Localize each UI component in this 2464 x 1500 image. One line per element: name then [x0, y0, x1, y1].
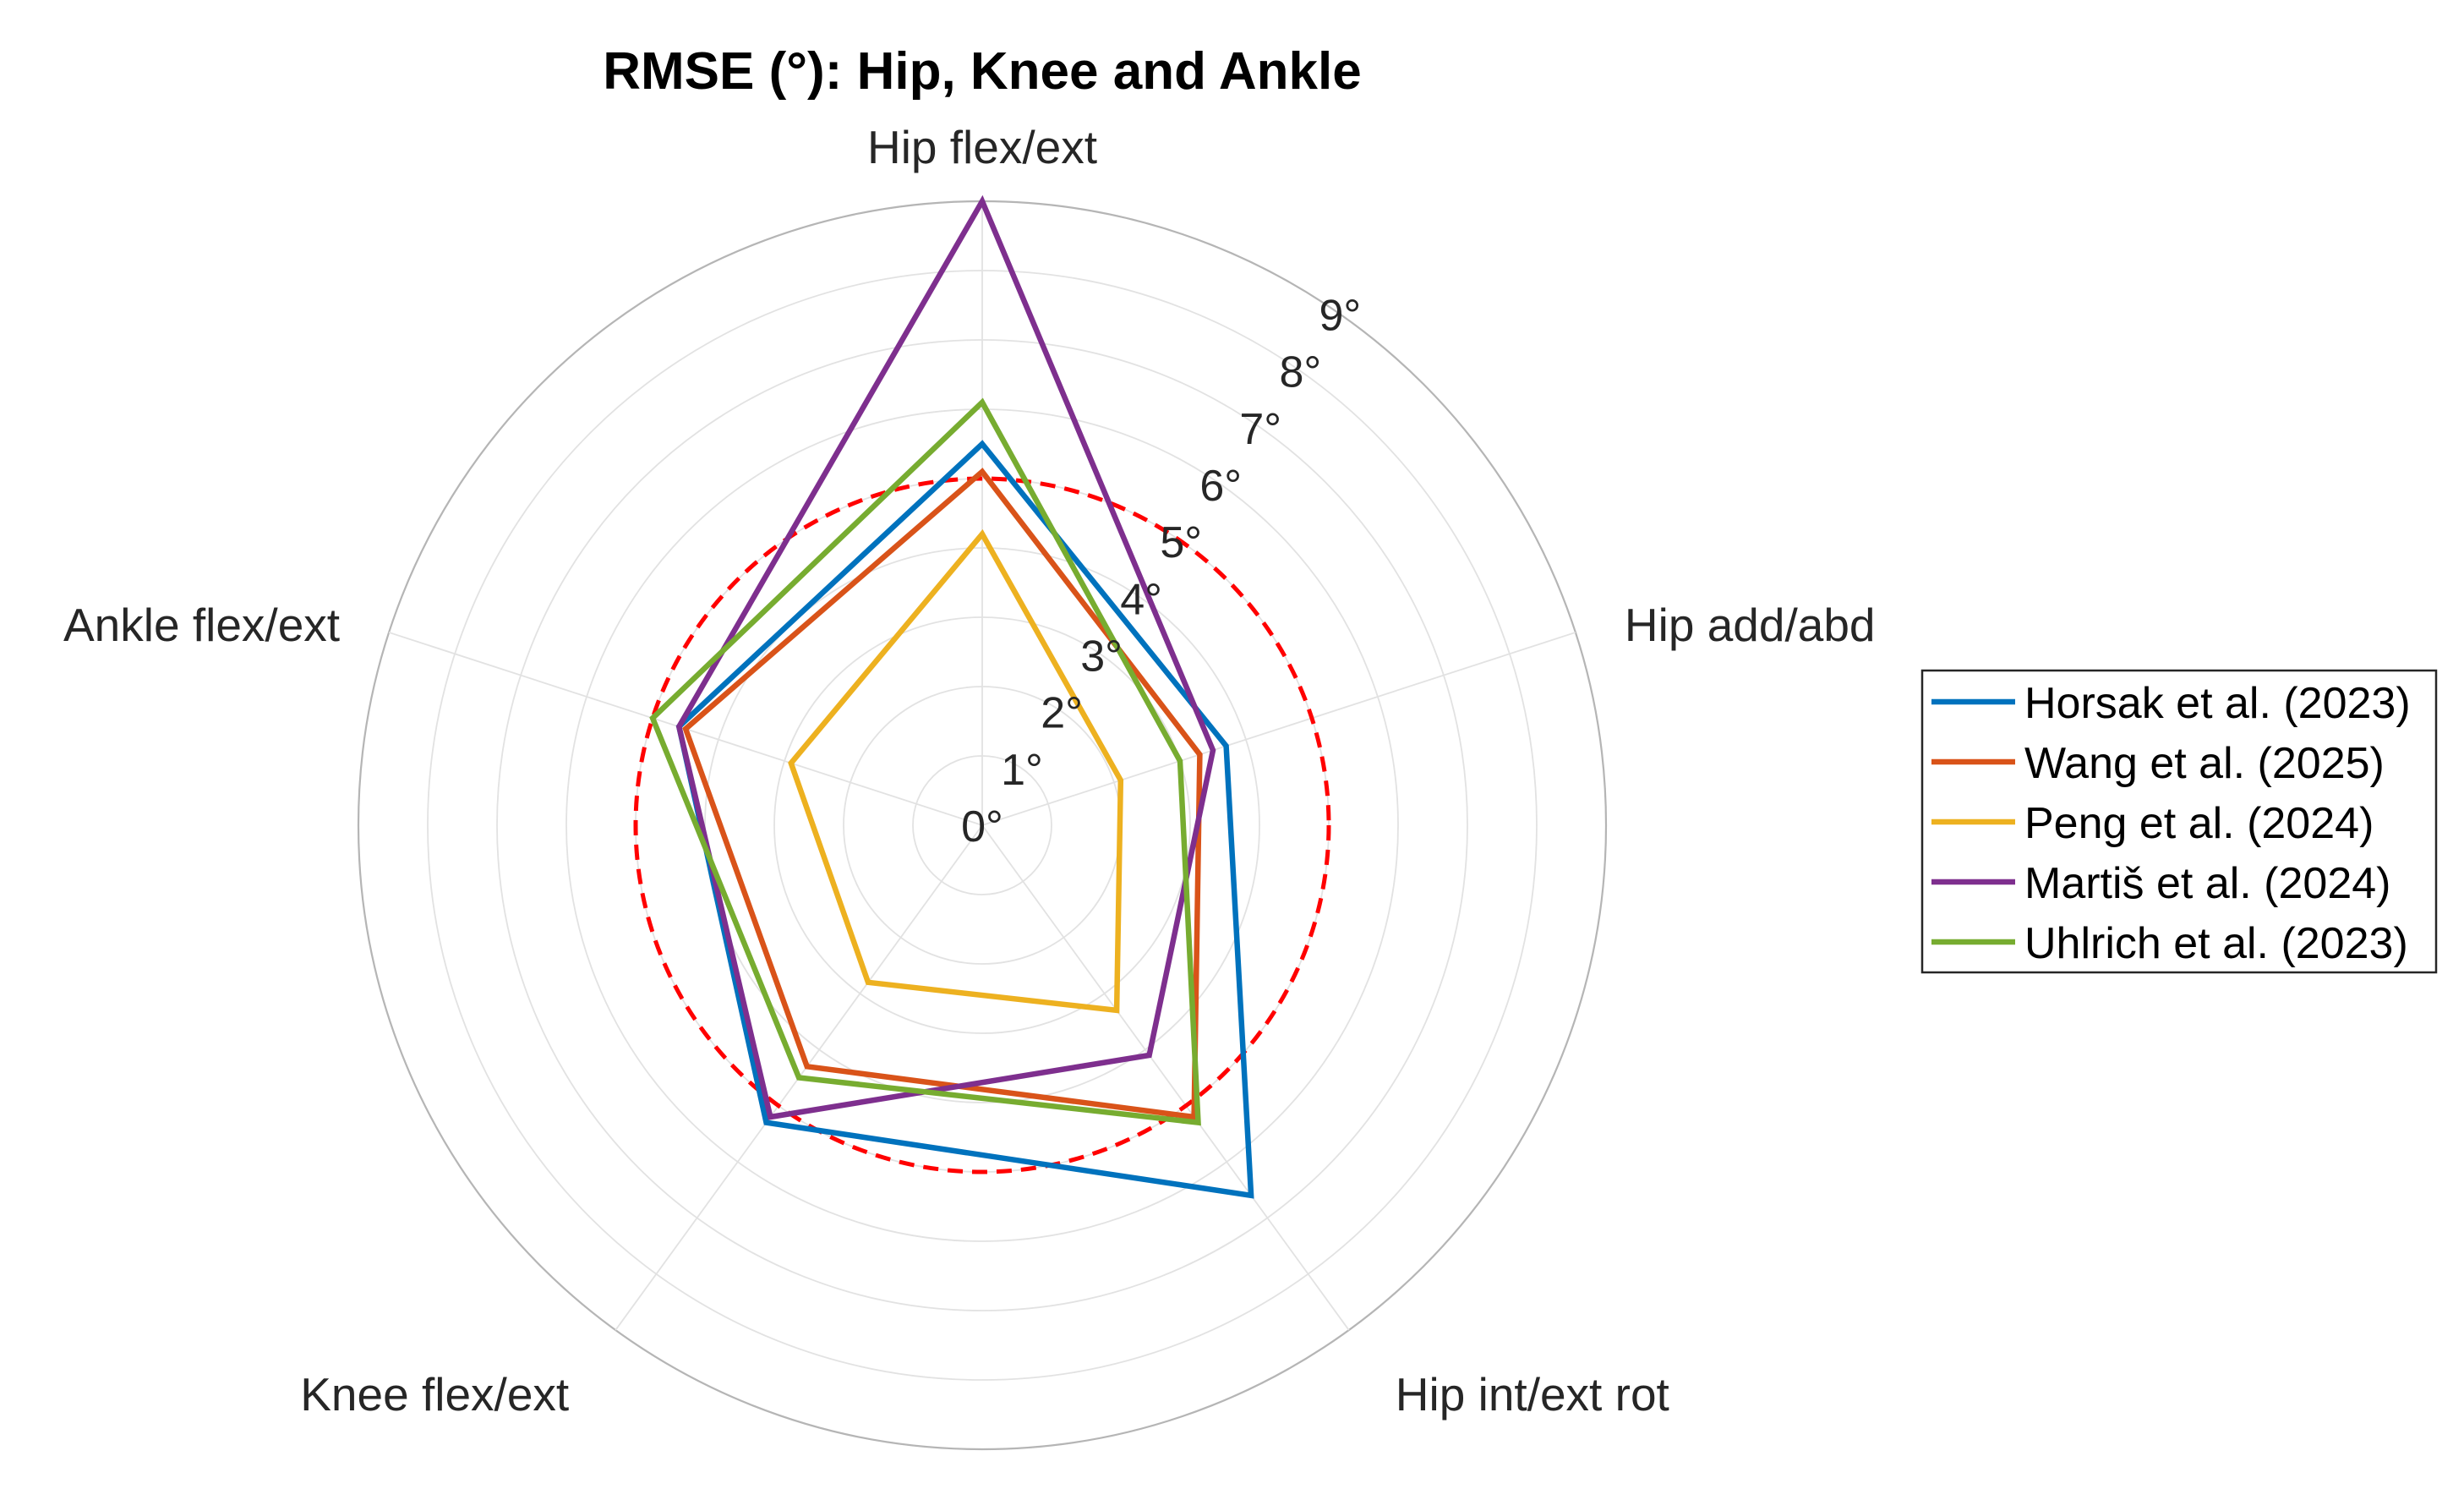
axis-label-2: Hip int/ext rot [1396, 1368, 1669, 1421]
series-line-1 [682, 468, 1203, 1120]
legend-label-2: Peng et al. (2024) [2024, 799, 2374, 848]
series-line-3 [675, 194, 1216, 1120]
series-line-4 [649, 397, 1201, 1126]
legend-label-1: Wang et al. (2025) [2024, 739, 2385, 788]
radial-tick-1: 1° [1001, 746, 1043, 795]
threshold-layer [633, 476, 1331, 1174]
radial-tick-4: 4° [1120, 575, 1162, 624]
radial-tick-2: 2° [1041, 689, 1083, 738]
series-line-0 [675, 440, 1254, 1199]
radial-tick-5: 5° [1160, 518, 1202, 567]
series-layer [649, 194, 1254, 1199]
axis-labels: Hip flex/ext Hip add/abd Hip int/ext rot Kn… [63, 121, 1876, 1421]
chart-title: RMSE (°): Hip, Knee and Ankle [603, 42, 1361, 101]
threshold-circle [633, 476, 1331, 1174]
legend-label-4: Uhlrich et al. (2023) [2024, 919, 2408, 968]
legend: Horsak et al. (2023) Wang et al. (2025) Pe… [1920, 669, 2438, 974]
radial-tick-3: 3° [1080, 632, 1123, 682]
legend-label-0: Horsak et al. (2023) [2024, 679, 2411, 728]
axis-label-1: Hip add/abd [1625, 599, 1876, 651]
axis-label-3: Knee flex/ext [300, 1368, 569, 1421]
radial-tick-6: 6° [1199, 462, 1242, 511]
axis-label-0: Hip flex/ext [867, 121, 1097, 173]
spoke-2 [981, 824, 1350, 1331]
radial-tick-9: 9° [1319, 292, 1361, 341]
spoke-1 [981, 632, 1576, 826]
radial-tick-0: 0° [961, 802, 1003, 851]
radial-tick-labels: 0° 1° 2° 3° 4° 5° 6° 7° 8° 9° [961, 292, 1361, 852]
legend-label-3: Martiš et al. (2024) [2024, 859, 2391, 908]
series-line-2 [788, 528, 1124, 1014]
radial-tick-7: 7° [1239, 405, 1281, 454]
axis-label-4: Ankle flex/ext [63, 599, 340, 651]
radial-tick-8: 8° [1279, 348, 1321, 397]
